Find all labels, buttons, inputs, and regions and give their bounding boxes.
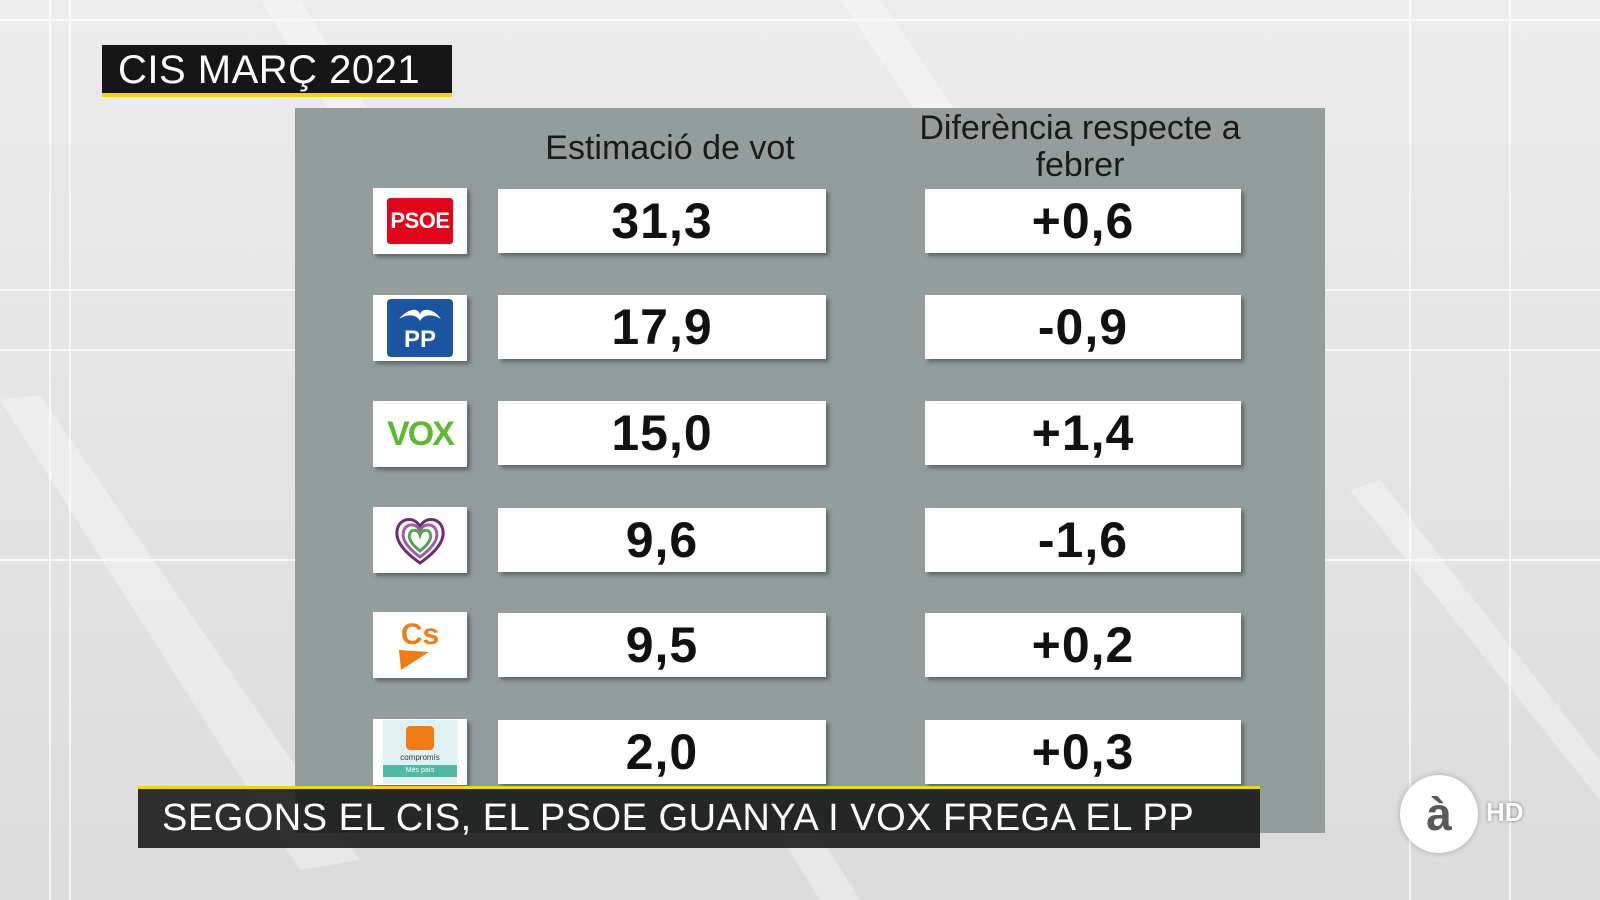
compromis-face-icon — [406, 726, 434, 750]
vox-vote-cell: 15,0 — [498, 401, 826, 465]
compromis-diff-cell: +0,3 — [925, 720, 1241, 784]
heart-icon — [395, 518, 445, 565]
compromis-vote-cell: 2,0 — [498, 720, 826, 784]
column-header-vote-estimate: Estimació de vot — [545, 129, 795, 167]
compromis-logo: compromís Més país — [373, 719, 467, 785]
pp-seagull-icon: PP — [399, 309, 441, 351]
headline-lower-third: SEGONS EL CIS, EL PSOE GUANYA I VOX FREG… — [138, 786, 1260, 848]
title-banner: CIS MARÇ 2021 — [102, 45, 452, 97]
podemos-diff-cell: -1,6 — [925, 508, 1241, 572]
compromis-logo-name: compromís — [400, 753, 440, 762]
cs-vote-cell: 9,5 — [498, 613, 826, 677]
pp-diff-cell: -0,9 — [925, 295, 1241, 359]
pp-logo-mark: PP — [387, 299, 453, 357]
psoe-logo-mark: PSOE — [387, 198, 453, 244]
vox-logo-mark: VOX — [387, 414, 455, 453]
compromis-logo-sub: Més país — [383, 765, 457, 777]
psoe-vote-cell: 31,3 — [498, 189, 826, 253]
psoe-logo: PSOE — [373, 188, 467, 254]
podemos-vote-cell: 9,6 — [498, 508, 826, 572]
vox-diff-cell: +1,4 — [925, 401, 1241, 465]
pp-logo-text: PP — [404, 326, 436, 351]
psoe-diff-cell: +0,6 — [925, 189, 1241, 253]
pp-vote-cell: 17,9 — [498, 295, 826, 359]
podemos-heart-logo — [373, 507, 467, 573]
vox-logo: VOX — [373, 401, 467, 467]
hd-badge: HD — [1486, 797, 1524, 827]
ciudadanos-logo: Cs — [373, 612, 467, 678]
cs-logo-text: Cs — [401, 618, 439, 651]
pp-logo: PP — [373, 295, 467, 361]
compromis-logo-mark: compromís Més país — [383, 720, 457, 784]
cs-diff-cell: +0,2 — [925, 613, 1241, 677]
channel-logo: à — [1400, 775, 1478, 853]
column-header-difference: Diferència respecte a febrer — [919, 109, 1241, 184]
ciudadanos-icon: Cs — [399, 618, 439, 670]
